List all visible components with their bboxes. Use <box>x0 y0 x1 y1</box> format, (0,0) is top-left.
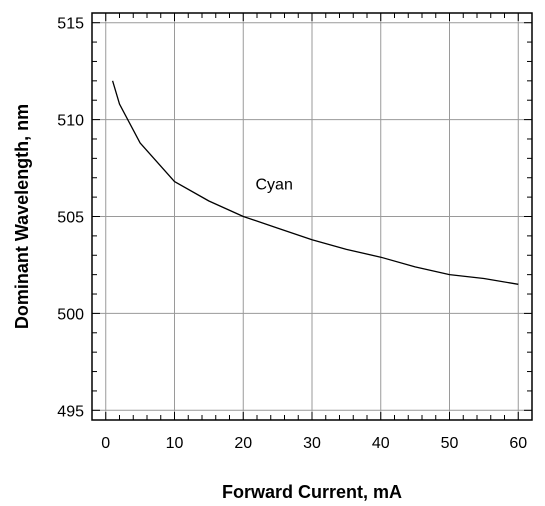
x-tick-label: 10 <box>166 435 184 452</box>
series-line <box>111 80 519 285</box>
series-annotation: Cyan <box>256 177 293 194</box>
minor-ticks <box>91 13 533 420</box>
x-tick-label: 50 <box>441 435 459 452</box>
x-tick-label: 20 <box>234 435 252 452</box>
x-tick-label: 0 <box>101 435 110 452</box>
y-tick-label: 510 <box>57 113 84 130</box>
x-tick-labels: 0 10 20 30 40 50 60 <box>101 435 527 452</box>
y-axis-title: Dominant Wavelength, nm <box>12 104 32 329</box>
x-tick-label: 40 <box>372 435 390 452</box>
y-tick-label: 495 <box>57 403 84 420</box>
x-tick-label: 60 <box>509 435 527 452</box>
series-layer <box>111 80 519 285</box>
y-tick-label: 515 <box>57 16 84 33</box>
y-tick-labels: 495 500 505 510 515 <box>57 16 84 421</box>
y-tick-label: 505 <box>57 210 84 227</box>
y-tick-label: 500 <box>57 306 84 323</box>
grid <box>92 13 532 420</box>
annotation-layer: Cyan <box>256 177 293 194</box>
x-tick-label: 30 <box>303 435 321 452</box>
x-axis-title: Forward Current, mA <box>222 482 402 502</box>
